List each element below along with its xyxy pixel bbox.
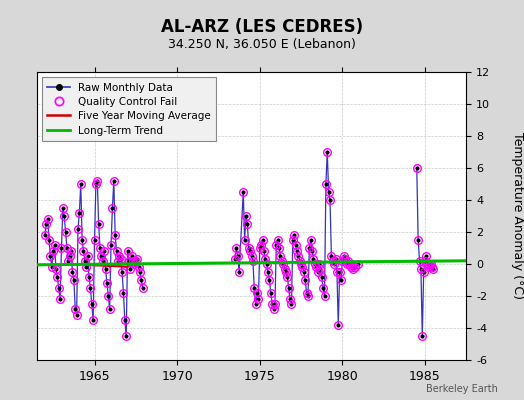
Text: Berkeley Earth: Berkeley Earth [426, 384, 498, 394]
Y-axis label: Temperature Anomaly (°C): Temperature Anomaly (°C) [511, 132, 524, 300]
Text: AL-ARZ (LES CEDRES): AL-ARZ (LES CEDRES) [161, 18, 363, 36]
Legend: Raw Monthly Data, Quality Control Fail, Five Year Moving Average, Long-Term Tren: Raw Monthly Data, Quality Control Fail, … [42, 77, 216, 141]
Text: 34.250 N, 36.050 E (Lebanon): 34.250 N, 36.050 E (Lebanon) [168, 38, 356, 51]
